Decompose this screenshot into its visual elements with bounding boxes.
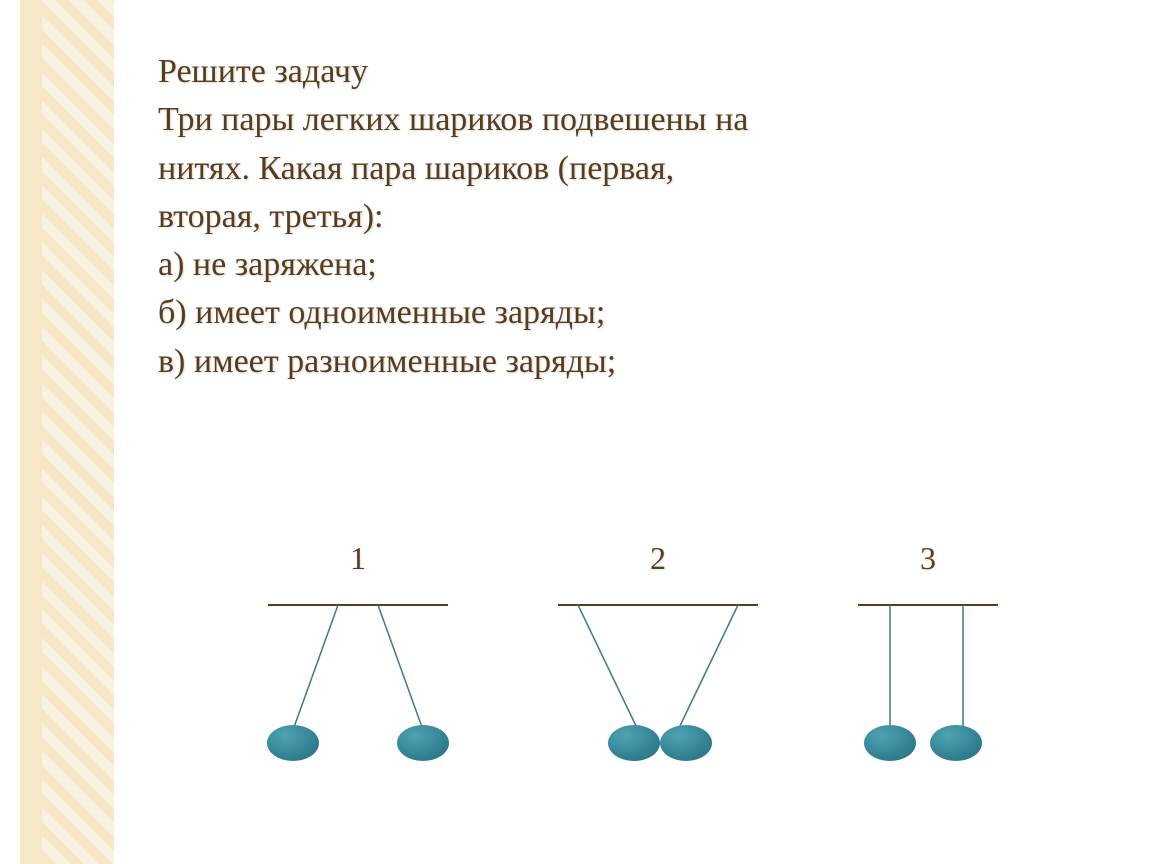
diagram-label-3: 3 [808, 540, 1048, 577]
problem-option-c: в) имеет разноименные заряды; [158, 338, 1098, 386]
problem-line-1: Три пары легких шариков подвешены на [158, 96, 1098, 144]
ball-1 [608, 725, 660, 761]
thread-2 [678, 605, 738, 730]
pendulum-diagram-1 [238, 595, 478, 775]
sidebar-band-left [20, 0, 42, 864]
ball-2 [660, 725, 712, 761]
diagram-2: 2 [538, 540, 778, 775]
pendulum-diagram-3 [808, 595, 1048, 775]
problem-line-3: вторая, третья): [158, 193, 1098, 241]
ball-1 [864, 725, 916, 761]
problem-line-2: нитях. Какая пара шариков (первая, [158, 145, 1098, 193]
diagram-label-2: 2 [538, 540, 778, 577]
thread-2 [378, 605, 423, 730]
ball-2 [930, 725, 982, 761]
ball-1 [267, 725, 319, 761]
problem-option-a: а) не заряжена; [158, 241, 1098, 289]
diagrams-container: 1 23 [158, 540, 1058, 840]
diagram-label-1: 1 [238, 540, 478, 577]
diagram-1: 1 [238, 540, 478, 775]
problem-text-block: Решите задачу Три пары легких шариков по… [158, 48, 1098, 386]
diagram-3: 3 [808, 540, 1048, 775]
problem-title: Решите задачу [158, 48, 1098, 96]
sidebar-band-pattern [42, 0, 114, 864]
thread-1 [293, 605, 338, 730]
sidebar-decoration [0, 0, 110, 864]
ball-2 [397, 725, 449, 761]
pendulum-diagram-2 [538, 595, 778, 775]
problem-option-b: б) имеет одноименные заряды; [158, 289, 1098, 337]
thread-1 [578, 605, 638, 730]
